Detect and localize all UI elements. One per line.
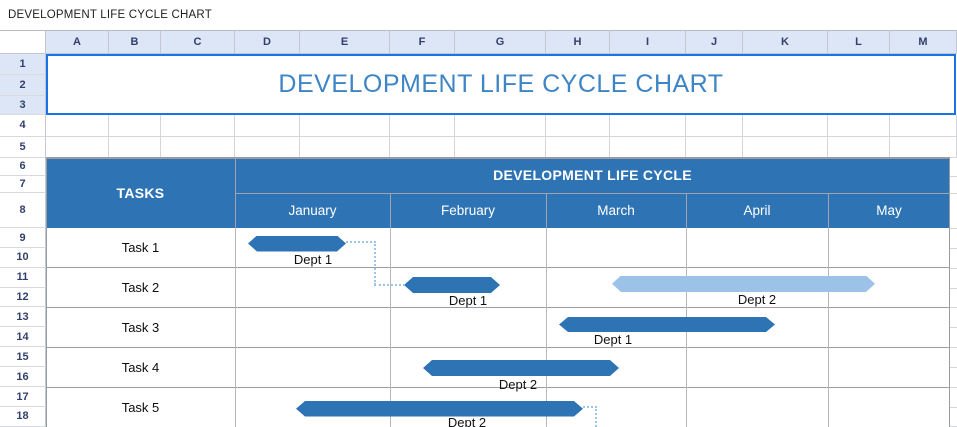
row-header-5[interactable]: 5 [0, 136, 46, 158]
column-header-j[interactable]: J [686, 30, 743, 54]
column-header-i[interactable]: I [610, 30, 686, 54]
month-header-february[interactable]: February [390, 193, 546, 228]
row-header-12[interactable]: 12 [0, 287, 46, 307]
gridline [950, 228, 957, 229]
table-border-top [46, 157, 950, 159]
gridline [950, 327, 957, 328]
column-header-h[interactable]: H [546, 30, 610, 54]
row-header-15[interactable]: 15 [0, 347, 46, 367]
task-row-border [46, 306, 950, 308]
row-header-14[interactable]: 14 [0, 327, 46, 347]
table-border-left [46, 157, 47, 427]
task-name-cell[interactable]: Task 2 [121, 279, 160, 295]
gantt-bar-task2-dept1[interactable] [404, 277, 500, 293]
gantt-bar-task4-dept2[interactable] [423, 360, 619, 376]
table-divider [235, 192, 950, 194]
row-header-8[interactable]: 8 [0, 193, 46, 228]
gantt-bar-task2-dept2[interactable] [612, 276, 875, 293]
month-column-border [235, 228, 236, 427]
column-header-g[interactable]: G [455, 30, 546, 54]
gantt-bar-label: Dept 1 [593, 332, 633, 347]
gridline [950, 307, 957, 308]
column-header-l[interactable]: L [828, 30, 890, 54]
row-header-3[interactable]: 3 [0, 96, 46, 115]
task-name-cell[interactable]: Task 3 [121, 319, 160, 335]
row-header-2[interactable]: 2 [0, 75, 46, 96]
gridline [950, 193, 957, 194]
row-header-18[interactable]: 18 [0, 407, 46, 427]
column-header-c[interactable]: C [161, 30, 235, 54]
merged-title-cell[interactable]: DEVELOPMENT LIFE CYCLE CHART [46, 54, 956, 115]
lifecycle-header-cell[interactable]: DEVELOPMENT LIFE CYCLE [235, 157, 950, 193]
gridline [950, 407, 957, 408]
gantt-bar-label: Dept 2 [498, 376, 538, 392]
month-header-may[interactable]: May [828, 193, 950, 228]
column-header-k[interactable]: K [743, 30, 828, 54]
row-header-9[interactable]: 9 [0, 228, 46, 248]
column-header-f[interactable]: F [390, 30, 455, 54]
gantt-bar-label: Dept 1 [293, 251, 333, 267]
gridline [950, 367, 957, 368]
column-header-a[interactable]: A [46, 30, 109, 54]
row-header-7[interactable]: 7 [0, 175, 46, 193]
row-header-1[interactable]: 1 [0, 54, 46, 75]
table-divider [828, 193, 829, 228]
gridline [950, 175, 957, 177]
select-all-corner[interactable] [0, 30, 46, 54]
column-header-e[interactable]: E [300, 30, 390, 54]
month-column-border [546, 228, 547, 427]
gantt-bar-task1-dept1[interactable] [248, 236, 346, 252]
dependency-connector [374, 241, 376, 285]
row-header-6[interactable]: 6 [0, 157, 46, 176]
gantt-bar-label: Dept 1 [448, 293, 488, 308]
table-divider [390, 193, 391, 228]
row-header-13[interactable]: 13 [0, 307, 46, 327]
gantt-bar-task5-dept2[interactable] [296, 401, 583, 417]
gridline [46, 136, 957, 137]
task-row-border [46, 267, 950, 268]
month-header-january[interactable]: January [235, 193, 390, 228]
sheet-title-text: DEVELOPMENT LIFE CYCLE CHART [278, 70, 724, 98]
table-border-right [949, 157, 950, 427]
row-header-11[interactable]: 11 [0, 267, 46, 288]
gridline [950, 387, 957, 388]
row-header-10[interactable]: 10 [0, 248, 46, 268]
dependency-connector [346, 241, 376, 243]
dependency-connector [374, 284, 405, 286]
row-header-16[interactable]: 16 [0, 367, 46, 387]
month-header-april[interactable]: April [686, 193, 828, 228]
column-header-b[interactable]: B [109, 30, 161, 54]
gridline [950, 347, 957, 348]
month-column-border [390, 228, 391, 427]
dependency-connector [595, 406, 597, 427]
task-name-cell[interactable]: Task 1 [121, 240, 160, 256]
gridline [950, 248, 957, 249]
dependency-connector [583, 406, 597, 408]
row-header-17[interactable]: 17 [0, 387, 46, 407]
gantt-bar-label: Dept 2 [737, 292, 777, 307]
table-divider [546, 193, 547, 228]
column-header-d[interactable]: D [235, 30, 300, 54]
document-title-bar: DEVELOPMENT LIFE CYCLE CHART [0, 0, 957, 30]
tasks-header-cell[interactable]: TASKS [46, 157, 235, 228]
gantt-bar-task3-dept1[interactable] [559, 317, 775, 332]
table-divider [686, 193, 687, 228]
task-row-border [46, 386, 950, 388]
column-header-m[interactable]: M [890, 30, 957, 54]
gantt-bar-label: Dept 2 [447, 414, 487, 427]
task-name-cell[interactable]: Task 4 [121, 359, 160, 375]
month-header-march[interactable]: March [546, 193, 686, 228]
document-title: DEVELOPMENT LIFE CYCLE CHART [8, 9, 212, 21]
task-row-border [46, 346, 950, 348]
row-header-4[interactable]: 4 [0, 115, 46, 137]
gridline [950, 267, 957, 269]
task-name-cell[interactable]: Task 5 [121, 399, 160, 415]
gridline [950, 287, 957, 289]
month-column-border [828, 228, 829, 427]
